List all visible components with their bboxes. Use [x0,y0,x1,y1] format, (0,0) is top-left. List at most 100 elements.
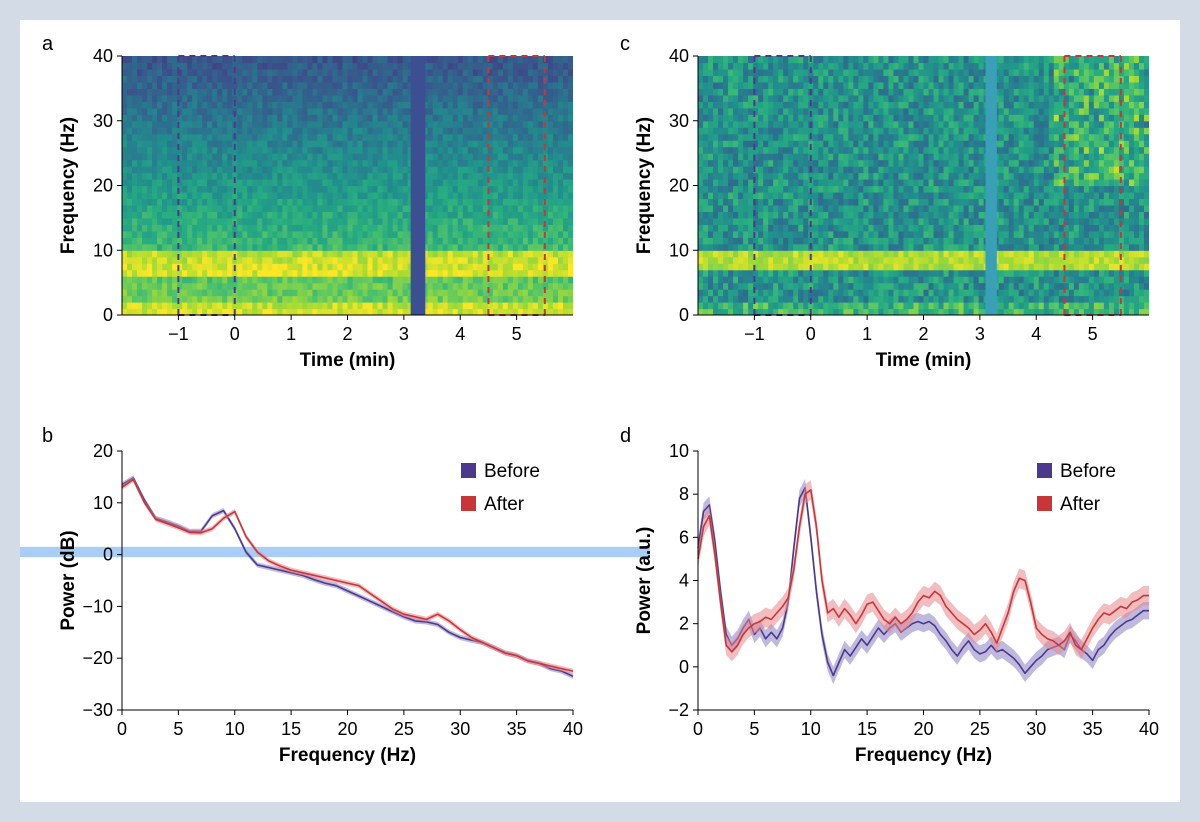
spectrogram-cell [487,140,494,148]
spectrogram-cell [167,308,173,315]
spectrogram-cell [497,308,504,315]
spectrogram-cell [187,88,193,96]
spectrogram-cell [307,243,314,251]
spectrogram-cell [252,256,258,264]
spectrogram-cell [267,159,273,167]
spectrogram-cell [758,211,764,219]
spectrogram-cell [773,120,779,128]
spectrogram-cell [252,56,258,64]
spectrogram-cell [132,127,138,135]
spectrogram-cell [127,179,133,187]
spectrogram-cell [147,269,153,277]
spectrogram-cell [462,256,469,264]
spectrogram-cell [402,276,409,284]
spectrogram-cell [367,250,374,258]
spectrogram-cell [718,237,724,245]
spectrogram-cell [342,198,349,206]
spectrogram-cell [177,140,183,148]
spectrogram-cell [763,120,769,128]
spectrogram-cell [472,159,479,167]
spectrogram-cell [713,243,719,251]
spectrogram-cell [157,243,163,251]
spectrogram-cell [547,88,554,96]
spectrogram-cell [768,191,774,200]
spectrogram-cell [823,75,829,83]
spectrogram-cell [272,153,278,161]
spectrogram-cell [217,243,223,251]
spectrogram-cell [187,230,193,238]
spectrogram-cell [197,120,203,128]
spectrogram-cell [327,250,334,258]
spectrogram-cell [392,146,399,154]
spectrogram-cell [162,81,168,89]
spectrogram-cell [497,191,504,200]
spectrogram-cell [703,133,709,141]
spectrogram-cell [407,289,414,297]
spectrogram-cell [517,256,524,264]
spectrogram-cell [723,276,729,284]
spectrogram-cell [858,107,864,115]
spectrogram-cell [452,282,459,290]
spectrogram-cell [723,256,729,264]
spectrogram-cell [337,127,344,135]
spectrogram-cell [733,88,739,96]
spectrogram-cell [322,120,329,128]
spectrogram-cell [142,263,148,271]
spectrogram-cell [197,256,203,264]
spectrogram-cell [157,224,163,232]
spectrogram-cell [758,217,764,225]
spectrogram-cell [222,302,228,310]
spectrogram-cell [132,159,138,167]
spectrogram-cell [182,308,188,315]
spectrogram-cell [127,127,133,135]
spectrogram-cell [818,224,824,232]
spectrogram-cell [377,263,384,271]
spectrogram-cell [132,172,138,180]
spectrogram-cell [427,269,434,277]
spectrogram-cell [337,159,344,167]
spectrogram-cell [282,269,288,277]
spectrogram-cell [527,107,534,115]
spectrogram-cell [182,68,188,77]
spectrogram-cell [292,133,298,141]
spectrogram-cell [447,101,454,109]
spectrogram-cell [247,75,253,83]
spectrogram-cell [257,127,263,135]
spectrogram-cell [162,166,168,174]
spectrogram-cell [763,153,769,161]
spectrogram-cell [157,75,163,83]
spectrogram-cell [733,101,739,109]
spectrogram-cell [302,75,309,83]
spectrogram-cell [447,133,454,141]
spectrogram-cell [347,81,354,89]
spectrogram-cell [723,237,729,245]
spectrogram-cell [192,276,198,284]
spectrogram-cell [833,302,839,310]
spectrogram-cell [357,179,364,187]
spectrogram-cell [357,68,364,77]
spectrogram-cell [327,120,334,128]
spectrogram-cell [292,114,298,122]
spectrogram-cell [728,237,734,245]
spectrogram-cell [222,204,228,212]
spectrogram-cell [733,211,739,219]
spectrogram-cell [372,159,379,167]
spectrogram-cell [317,243,324,251]
spectrogram-cell [537,88,544,96]
spectrogram-cell [162,256,168,264]
spectrogram-cell [738,256,744,264]
spectrogram-cell [177,159,183,167]
spectrogram-cell [818,94,824,102]
spectrogram-cell [497,140,504,148]
spectrogram-cell [237,204,243,212]
spectrogram-cell [843,172,849,180]
spectrogram-cell [472,120,479,128]
spectrogram-cell [803,276,809,284]
spectrogram-cell [788,140,794,148]
spectrogram-cell [527,185,534,193]
spectrogram-cell [362,269,369,277]
spectrogram-cell [788,107,794,115]
spectrogram-cell [457,68,464,77]
spectrogram-cell [738,153,744,161]
spectrogram-cell [522,120,529,128]
